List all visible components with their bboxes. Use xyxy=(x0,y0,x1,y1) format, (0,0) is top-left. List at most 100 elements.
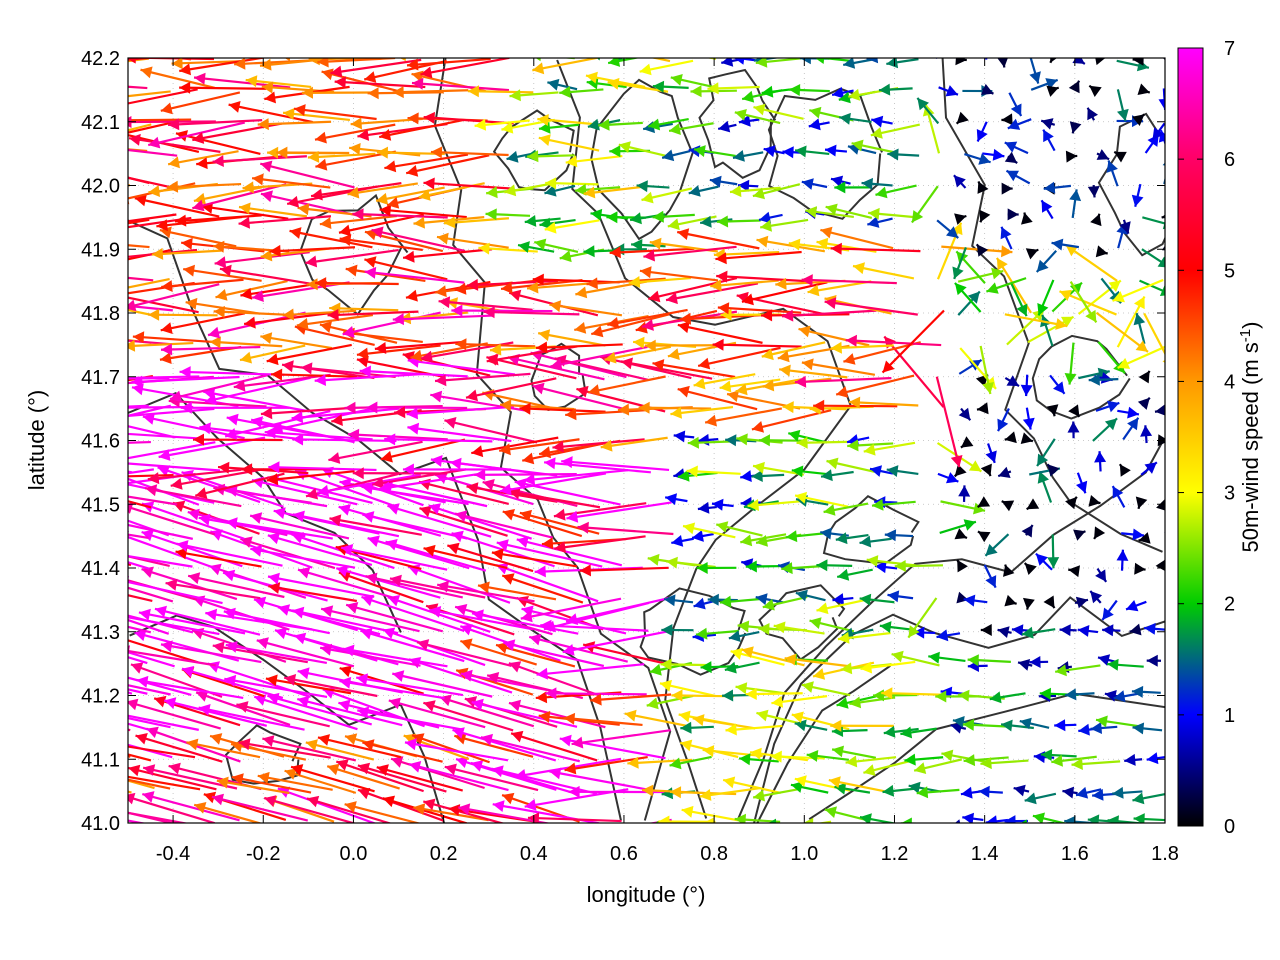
wind-vector-head xyxy=(884,529,897,542)
wind-vector xyxy=(128,533,149,540)
wind-vector-head xyxy=(721,58,734,67)
wind-vector-head xyxy=(720,595,732,608)
wind-vector-head xyxy=(394,406,406,419)
wind-vector-head xyxy=(1089,85,1102,97)
wind-vector xyxy=(802,822,848,823)
wind-vector-head xyxy=(677,469,690,482)
wind-vector-head xyxy=(630,212,642,225)
wind-vector-head xyxy=(960,786,973,799)
wind-vector xyxy=(240,537,336,570)
wind-vector xyxy=(779,368,848,379)
wind-vector-head xyxy=(500,399,512,412)
wind-vector-head xyxy=(294,632,307,645)
wind-vector xyxy=(482,48,533,57)
x-tick-label: 0.0 xyxy=(340,843,368,865)
wind-vector xyxy=(679,314,763,321)
wind-vector-head xyxy=(356,355,369,368)
wind-vector-head xyxy=(756,235,769,248)
wind-vector-head xyxy=(1107,400,1120,413)
wind-vector xyxy=(326,765,400,790)
y-tick-label: 41.2 xyxy=(81,686,120,708)
wind-vector-head xyxy=(678,710,691,723)
wind-vector-head xyxy=(407,58,419,71)
wind-vector-head xyxy=(588,384,601,397)
wind-vector-head xyxy=(1050,58,1058,63)
wind-vector-head xyxy=(142,413,155,425)
wind-vector-head xyxy=(794,719,807,732)
wind-vector-head xyxy=(205,393,217,406)
wind-vector-head xyxy=(1022,417,1035,430)
wind-vector xyxy=(550,345,648,368)
wind-vector-head xyxy=(336,565,349,577)
wind-vector-head xyxy=(728,630,741,642)
wind-vector-head xyxy=(113,611,125,623)
wind-vector-head xyxy=(1016,303,1028,317)
wind-vector-head xyxy=(813,399,825,412)
wind-vector xyxy=(128,819,147,823)
wind-vector-head xyxy=(795,491,807,504)
wind-vector-head xyxy=(1041,118,1054,130)
wind-vector-head xyxy=(376,192,389,205)
wind-vector-head xyxy=(1029,656,1041,668)
wind-vector-head xyxy=(563,712,576,725)
wind-vector-head xyxy=(185,297,198,310)
wind-vector-head xyxy=(321,68,334,81)
wind-vector xyxy=(128,555,170,568)
wind-vector-head xyxy=(40,275,51,287)
wind-vector xyxy=(1164,531,1165,533)
wind-vector-head xyxy=(376,764,389,776)
wind-vector-head xyxy=(82,330,94,342)
wind-vector-head xyxy=(68,382,80,394)
wind-vector-head xyxy=(1106,160,1118,173)
wind-vector-head xyxy=(985,543,998,556)
wind-vector-head xyxy=(669,123,681,135)
wind-vector-head xyxy=(745,688,757,700)
wind-vector-head xyxy=(228,101,241,113)
wind-vector-head xyxy=(648,290,661,303)
wind-vector-head xyxy=(311,188,323,201)
wind-vector xyxy=(128,811,176,823)
wind-vector-head xyxy=(89,133,101,145)
wind-vector xyxy=(151,249,222,256)
wind-vector xyxy=(408,658,513,694)
wind-vector xyxy=(141,567,238,601)
wind-vector-head xyxy=(287,195,300,208)
wind-vector-head xyxy=(188,572,201,585)
wind-vector-head xyxy=(407,422,420,435)
wind-vector-head xyxy=(784,653,797,666)
wind-vector-head xyxy=(532,273,544,286)
wind-vector-head xyxy=(997,626,1010,638)
wind-vector-head xyxy=(42,148,53,160)
wind-vector-head xyxy=(292,510,305,523)
wind-vector xyxy=(128,176,171,189)
wind-vector-head xyxy=(608,58,621,67)
wind-vector xyxy=(537,332,606,347)
wind-vector xyxy=(452,728,557,762)
wind-vector xyxy=(824,300,918,316)
wind-vector xyxy=(198,706,305,731)
wind-vector xyxy=(219,267,312,285)
wind-vector-head xyxy=(245,75,258,88)
wind-vector xyxy=(154,607,261,636)
wind-vector xyxy=(175,132,261,156)
wind-vector-head xyxy=(586,277,598,290)
wind-vector-head xyxy=(870,127,883,139)
wind-vector-head xyxy=(1010,103,1022,116)
colorbar-tick-label: 0 xyxy=(1224,816,1235,838)
wind-vector xyxy=(1143,312,1165,356)
wind-vector-head xyxy=(698,357,711,370)
wind-vector-head xyxy=(240,287,253,300)
wind-vector xyxy=(271,373,358,378)
wind-vector-head xyxy=(502,509,515,521)
wind-vector-head xyxy=(160,102,173,115)
wind-vector-head xyxy=(205,608,218,621)
wind-vector-head xyxy=(358,787,371,800)
wind-vector-head xyxy=(159,226,172,239)
wind-vector-head xyxy=(830,242,842,255)
wind-vector-head xyxy=(681,805,694,818)
wind-vector-head xyxy=(785,530,798,543)
wind-vector xyxy=(388,699,486,729)
wind-vector-head xyxy=(486,186,498,199)
wind-vector-head xyxy=(496,539,509,551)
wind-vector-head xyxy=(284,58,291,62)
